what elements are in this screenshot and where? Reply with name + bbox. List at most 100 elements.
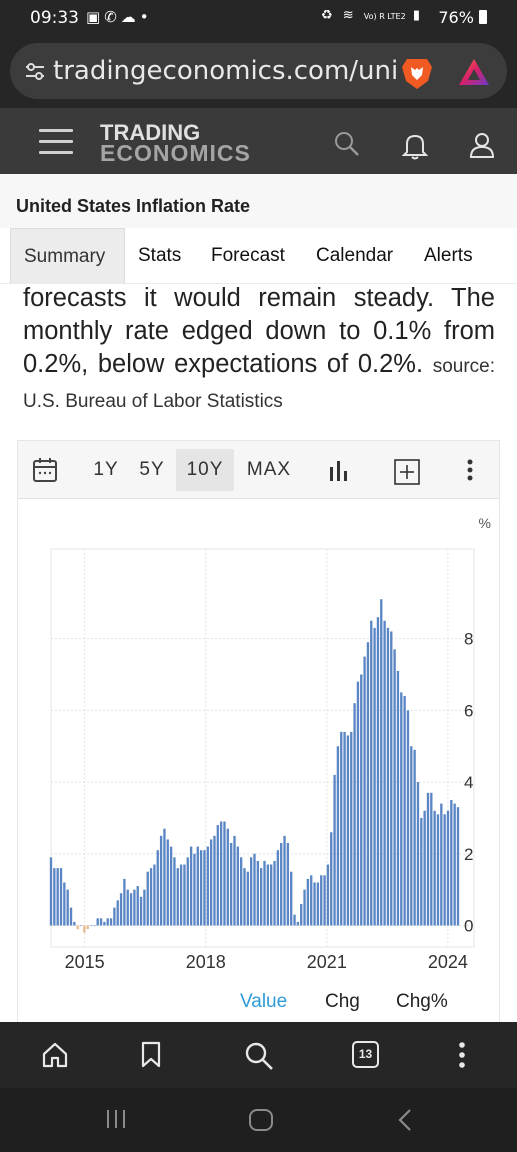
bar[interactable] — [346, 735, 350, 926]
tab-count-button[interactable]: 13 — [352, 1041, 379, 1068]
tab-stats[interactable]: Stats — [138, 245, 182, 266]
bar[interactable] — [386, 627, 390, 926]
site-logo[interactable]: TRADING ECONOMICS — [100, 122, 251, 165]
bar[interactable] — [166, 839, 169, 926]
bar[interactable] — [273, 860, 276, 926]
bar[interactable] — [49, 857, 53, 926]
bar[interactable] — [156, 850, 159, 926]
bar[interactable] — [390, 631, 393, 926]
bar[interactable] — [193, 853, 196, 926]
bar[interactable] — [400, 692, 403, 926]
brave-lion-icon[interactable] — [399, 55, 435, 91]
bar[interactable] — [239, 857, 243, 926]
bar[interactable] — [360, 674, 363, 926]
bar[interactable] — [280, 843, 283, 926]
bar[interactable] — [376, 617, 380, 926]
value-tab[interactable]: Value — [240, 991, 288, 1012]
bar[interactable] — [179, 864, 183, 926]
chg-percent-tab[interactable]: Chg% — [396, 991, 448, 1012]
bar[interactable] — [350, 731, 353, 926]
notification-bell-icon[interactable] — [402, 132, 428, 160]
bar[interactable] — [256, 860, 260, 926]
menu-icon[interactable] — [39, 129, 73, 155]
bar[interactable] — [293, 914, 296, 926]
bar[interactable] — [169, 846, 173, 926]
bar[interactable] — [340, 731, 343, 926]
bar[interactable] — [133, 889, 136, 926]
bar[interactable] — [396, 670, 400, 926]
recent-apps-icon[interactable] — [104, 1108, 128, 1130]
bar[interactable] — [436, 814, 440, 926]
bar[interactable] — [310, 875, 313, 926]
bar[interactable] — [363, 656, 366, 926]
bar[interactable] — [199, 850, 203, 926]
bookmark-icon[interactable] — [140, 1041, 162, 1069]
bar[interactable] — [106, 918, 109, 926]
bar[interactable] — [123, 878, 126, 926]
bar[interactable] — [316, 882, 320, 926]
bar[interactable] — [370, 620, 373, 926]
bar[interactable] — [286, 843, 290, 926]
range-5y-button[interactable]: 5Y — [139, 459, 165, 480]
bar[interactable] — [300, 903, 303, 926]
bar[interactable] — [233, 835, 236, 926]
chg-tab[interactable]: Chg — [325, 991, 360, 1012]
bar[interactable] — [260, 868, 263, 926]
bar[interactable] — [229, 843, 233, 926]
bar[interactable] — [333, 774, 336, 926]
search-icon[interactable] — [333, 130, 361, 158]
bar[interactable] — [129, 893, 133, 926]
bar[interactable] — [66, 889, 69, 926]
bar[interactable] — [116, 900, 119, 926]
bar[interactable] — [440, 803, 443, 926]
bar[interactable] — [353, 703, 356, 926]
bar[interactable] — [96, 918, 99, 926]
bar[interactable] — [113, 907, 116, 926]
chart-type-bar-icon[interactable] — [328, 459, 350, 481]
bar[interactable] — [306, 878, 310, 926]
bar[interactable] — [366, 642, 370, 926]
bar[interactable] — [93, 925, 96, 927]
bar[interactable] — [139, 896, 143, 926]
bar[interactable] — [383, 620, 386, 926]
home-icon[interactable] — [41, 1041, 69, 1069]
range-1y-button[interactable]: 1Y — [93, 459, 119, 480]
bar[interactable] — [450, 799, 453, 926]
bar[interactable] — [69, 907, 73, 926]
bar[interactable] — [206, 846, 209, 926]
bar[interactable] — [406, 710, 410, 926]
bar[interactable] — [189, 846, 193, 926]
bar[interactable] — [373, 627, 376, 926]
bar[interactable] — [283, 835, 286, 926]
bar[interactable] — [209, 839, 213, 926]
more-options-icon[interactable] — [466, 458, 474, 482]
bar[interactable] — [443, 814, 446, 926]
address-bar[interactable]: tradingeconomics.com/uni — [10, 43, 507, 99]
bar[interactable] — [196, 846, 199, 926]
compare-add-icon[interactable] — [394, 459, 420, 485]
bar[interactable] — [76, 925, 79, 930]
bar[interactable] — [380, 599, 383, 926]
bar[interactable] — [276, 850, 280, 926]
bar[interactable] — [250, 857, 253, 926]
bar[interactable] — [420, 817, 423, 926]
bar[interactable] — [236, 846, 239, 926]
bar[interactable] — [119, 893, 123, 926]
bar[interactable] — [253, 853, 256, 926]
bar[interactable] — [53, 868, 56, 926]
bar[interactable] — [330, 832, 333, 926]
tab-alerts[interactable]: Alerts — [424, 245, 473, 266]
tab-summary[interactable]: Summary — [10, 228, 125, 284]
url-text[interactable]: tradingeconomics.com/uni — [53, 56, 398, 86]
bar[interactable] — [263, 860, 266, 926]
bar[interactable] — [73, 921, 76, 926]
bar[interactable] — [146, 871, 149, 926]
bar[interactable] — [270, 864, 273, 926]
bar[interactable] — [176, 868, 179, 926]
back-icon[interactable] — [396, 1108, 414, 1132]
bar[interactable] — [430, 792, 433, 926]
bar[interactable] — [126, 889, 129, 926]
bar[interactable] — [453, 803, 456, 926]
brave-rewards-triangle-icon[interactable] — [457, 57, 491, 87]
bar[interactable] — [103, 921, 106, 926]
